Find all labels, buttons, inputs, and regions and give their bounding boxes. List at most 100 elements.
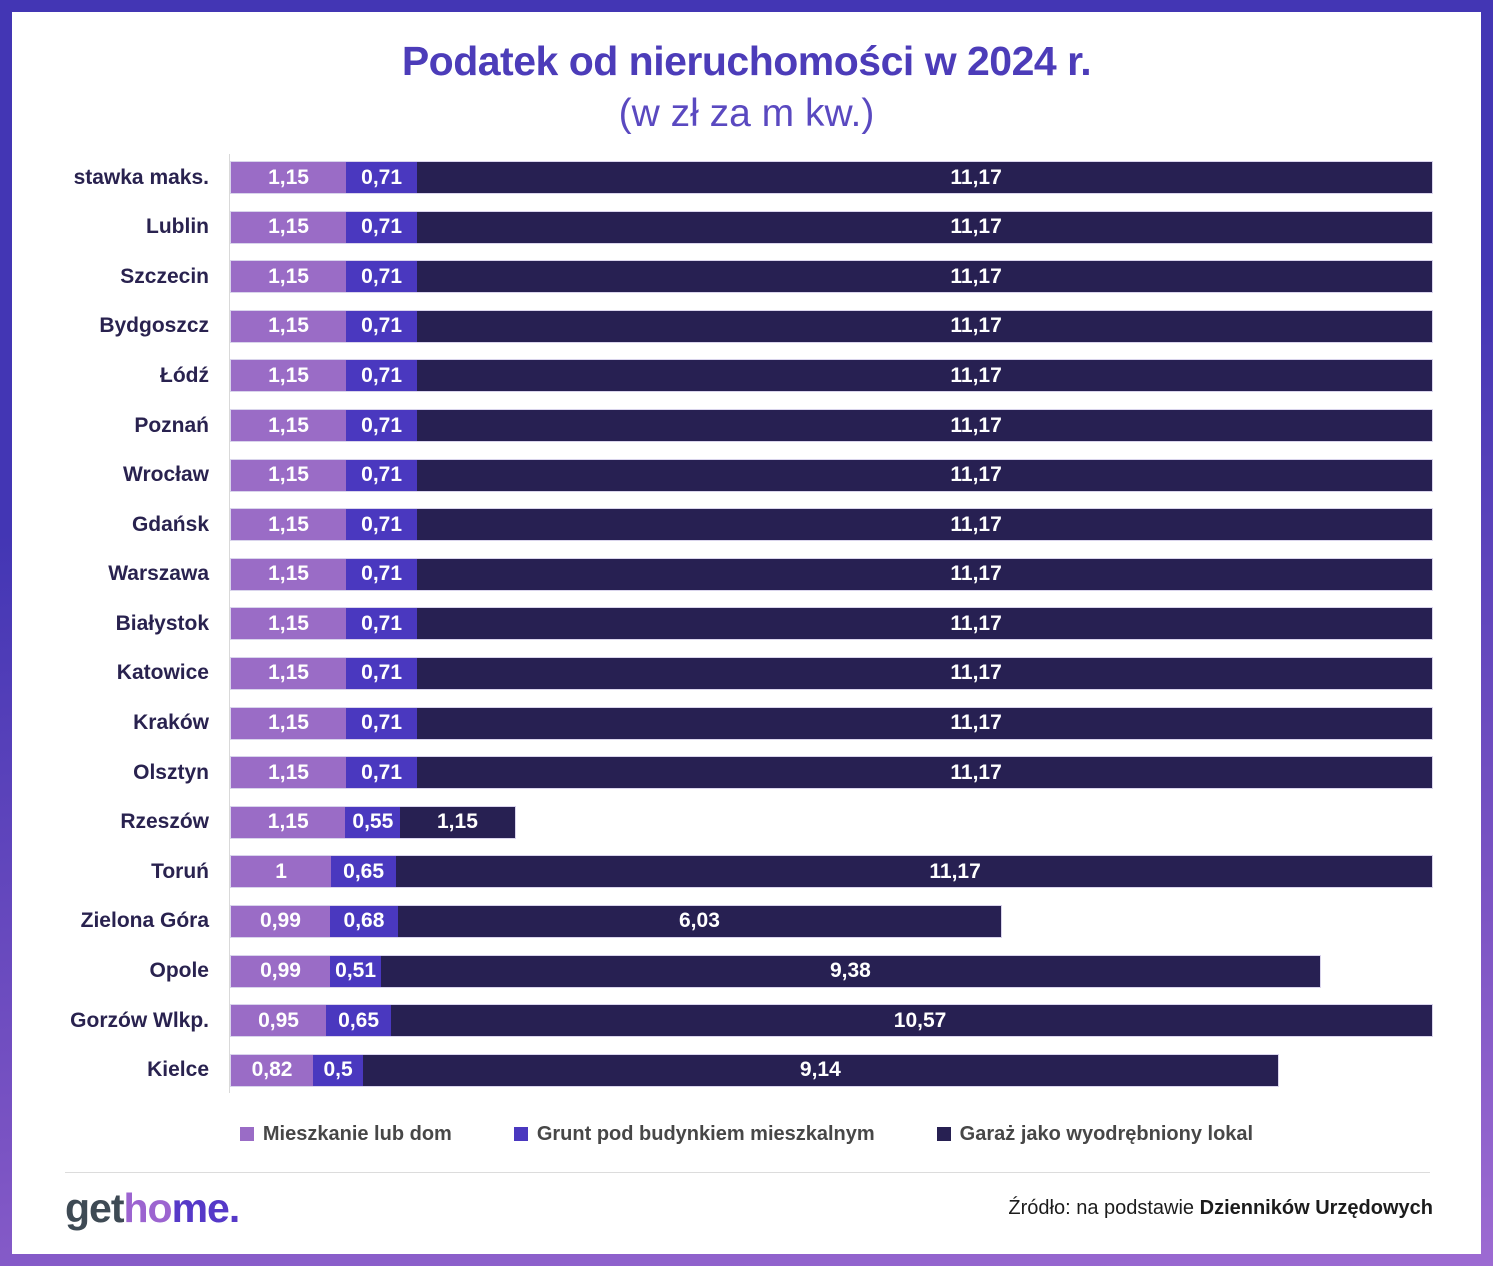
bar-segment: 11,17 xyxy=(417,211,1432,243)
source-prefix: Źródło: na podstawie xyxy=(1008,1196,1200,1219)
bar-segment: 1,15 xyxy=(231,806,346,838)
bar-segment: 9,14 xyxy=(363,1054,1278,1086)
bar-segment: 1,15 xyxy=(231,360,347,392)
source-note: Źródło: na podstawie Dzienników Urzędowy… xyxy=(1008,1197,1433,1220)
row-plot: 1,15 0,71 11,17 xyxy=(230,607,1433,641)
bar-segment: 0,71 xyxy=(346,558,418,590)
bar-stack: 1,15 0,71 11,17 xyxy=(230,756,1433,790)
bar-chart: stawka maks. 1,15 0,71 11,17 Lublin 1,15 0,71 1… xyxy=(12,154,1481,1093)
bar-segment: 0,71 xyxy=(346,310,418,342)
bar-segment: 1,15 xyxy=(231,707,347,739)
legend-item-garaz: Garaż jako wyodrębniony lokal xyxy=(936,1123,1253,1146)
bar-segment: 9,38 xyxy=(381,955,1320,987)
chart-row: Gorzów Wlkp. 0,95 0,65 10,57 xyxy=(70,1004,1433,1038)
row-plot: 1,15 0,71 11,17 xyxy=(230,359,1433,393)
row-plot: 1,15 0,71 11,17 xyxy=(230,409,1433,443)
chart-header: Podatek od nieruchomości w 2024 r. (w zł… xyxy=(12,12,1481,138)
bar-segment: 0,71 xyxy=(346,608,418,640)
bar-segment: 0,71 xyxy=(346,509,418,541)
chart-row: Białystok 1,15 0,71 11,17 xyxy=(116,607,1433,641)
bar-segment: 11,17 xyxy=(417,459,1432,491)
bar-segment: 1,15 xyxy=(400,806,515,838)
chart-row: Łódź 1,15 0,71 11,17 xyxy=(160,359,1433,393)
bar-segment: 1,15 xyxy=(231,657,347,689)
bar-stack: 1,15 0,71 11,17 xyxy=(230,161,1433,195)
bar-segment: 0,68 xyxy=(329,905,398,937)
chart-row: Szczecin 1,15 0,71 11,17 xyxy=(120,260,1433,294)
bar-segment: 0,71 xyxy=(346,459,418,491)
chart-row: Opole 0,99 0,51 9,38 xyxy=(149,954,1433,988)
bar-segment: 11,17 xyxy=(417,261,1432,293)
row-plot: 1 0,65 11,17 xyxy=(230,855,1433,889)
bar-segment: 6,03 xyxy=(397,905,1001,937)
chart-legend: Mieszkanie lub dom Grunt pod budynkiem m… xyxy=(12,1123,1481,1146)
row-label: Toruń xyxy=(151,859,209,883)
row-label: Bydgoszcz xyxy=(99,314,209,338)
row-label: stawka maks. xyxy=(73,165,209,189)
bar-segment: 0,71 xyxy=(346,162,418,194)
bar-segment: 1,15 xyxy=(231,509,347,541)
bar-segment: 1,15 xyxy=(231,211,347,243)
legend-item-mieszkanie: Mieszkanie lub dom xyxy=(239,1122,452,1146)
bar-segment: 10,57 xyxy=(391,1005,1432,1037)
bar-stack: 1,15 0,71 11,17 xyxy=(230,260,1433,294)
bar-segment: 0,71 xyxy=(346,657,418,689)
legend-label-grunt: Grunt pod budynkiem mieszkalnym xyxy=(536,1122,875,1145)
bar-stack: 1 0,65 11,17 xyxy=(230,855,1433,889)
row-label: Szczecin xyxy=(120,264,209,288)
source-bold: Dzienników Urzędowych xyxy=(1199,1196,1433,1219)
row-label: Kraków xyxy=(133,711,209,735)
footer: gethome. Źródło: na podstawie Dzienników… xyxy=(12,1173,1481,1254)
row-plot: 1,15 0,71 11,17 xyxy=(230,656,1433,690)
bar-segment: 0,55 xyxy=(345,806,401,838)
bar-segment: 11,17 xyxy=(417,657,1432,689)
bar-segment: 1,15 xyxy=(231,608,347,640)
chart-row: Gdańsk 1,15 0,71 11,17 xyxy=(132,508,1433,542)
row-plot: 1,15 0,71 11,17 xyxy=(230,161,1433,195)
row-plot: 1,15 0,71 11,17 xyxy=(230,706,1433,740)
chart-title: Podatek od nieruchomości w 2024 r. xyxy=(401,38,1092,84)
bar-stack: 1,15 0,71 11,17 xyxy=(230,508,1433,542)
bar-segment: 0,5 xyxy=(313,1054,364,1086)
chart-row: Olsztyn 1,15 0,71 11,17 xyxy=(133,756,1433,790)
bar-stack: 1,15 0,71 11,17 xyxy=(230,656,1433,690)
chart-row: Toruń 1 0,65 11,17 xyxy=(151,855,1433,889)
chart-row: Rzeszów 1,15 0,55 1,15 xyxy=(120,805,1433,839)
row-label: Gdańsk xyxy=(131,512,209,536)
bar-segment: 11,17 xyxy=(417,757,1432,789)
chart-row: Kraków 1,15 0,71 11,17 xyxy=(133,706,1433,740)
chart-rows: stawka maks. 1,15 0,71 11,17 Lublin 1,15 0,71 1… xyxy=(70,154,1433,1093)
bar-segment: 0,71 xyxy=(346,211,418,243)
legend-swatch-garaz xyxy=(936,1127,951,1142)
row-label: Rzeszów xyxy=(120,810,209,834)
chart-row: Katowice 1,15 0,71 11,17 xyxy=(117,656,1433,690)
bar-segment: 0,71 xyxy=(346,360,418,392)
row-label: Białystok xyxy=(115,611,209,635)
bar-segment: 0,65 xyxy=(331,856,397,888)
row-label: Zielona Góra xyxy=(80,909,209,933)
bar-segment: 0,71 xyxy=(346,707,418,739)
row-plot: 1,15 0,71 11,17 xyxy=(230,210,1433,244)
bar-segment: 0,65 xyxy=(326,1005,392,1037)
bar-segment: 11,17 xyxy=(417,707,1432,739)
footer-divider xyxy=(65,1171,1430,1173)
bar-segment: 11,17 xyxy=(417,608,1432,640)
bar-segment: 11,17 xyxy=(417,410,1432,442)
row-label: Olsztyn xyxy=(133,760,209,784)
bar-segment: 0,71 xyxy=(346,757,418,789)
row-plot: 1,15 0,71 11,17 xyxy=(230,508,1433,542)
chart-row: Kielce 0,82 0,5 9,14 xyxy=(147,1053,1433,1087)
bar-stack: 0,95 0,65 10,57 xyxy=(230,1004,1433,1038)
bar-stack: 1,15 0,71 11,17 xyxy=(230,706,1433,740)
bar-segment: 11,17 xyxy=(417,360,1432,392)
bar-stack: 1,15 0,71 11,17 xyxy=(230,607,1433,641)
logo-part-get: get xyxy=(65,1184,124,1231)
chart-row: Warszawa 1,15 0,71 11,17 xyxy=(108,557,1433,591)
legend-label-mieszkanie: Mieszkanie lub dom xyxy=(262,1122,452,1145)
bar-segment: 11,17 xyxy=(417,509,1432,541)
bar-segment: 0,82 xyxy=(231,1054,314,1086)
bar-stack: 1,15 0,71 11,17 xyxy=(230,210,1433,244)
bar-segment: 11,17 xyxy=(417,558,1432,590)
row-label: Wrocław xyxy=(123,463,209,487)
chart-row: Lublin 1,15 0,71 11,17 xyxy=(146,210,1433,244)
